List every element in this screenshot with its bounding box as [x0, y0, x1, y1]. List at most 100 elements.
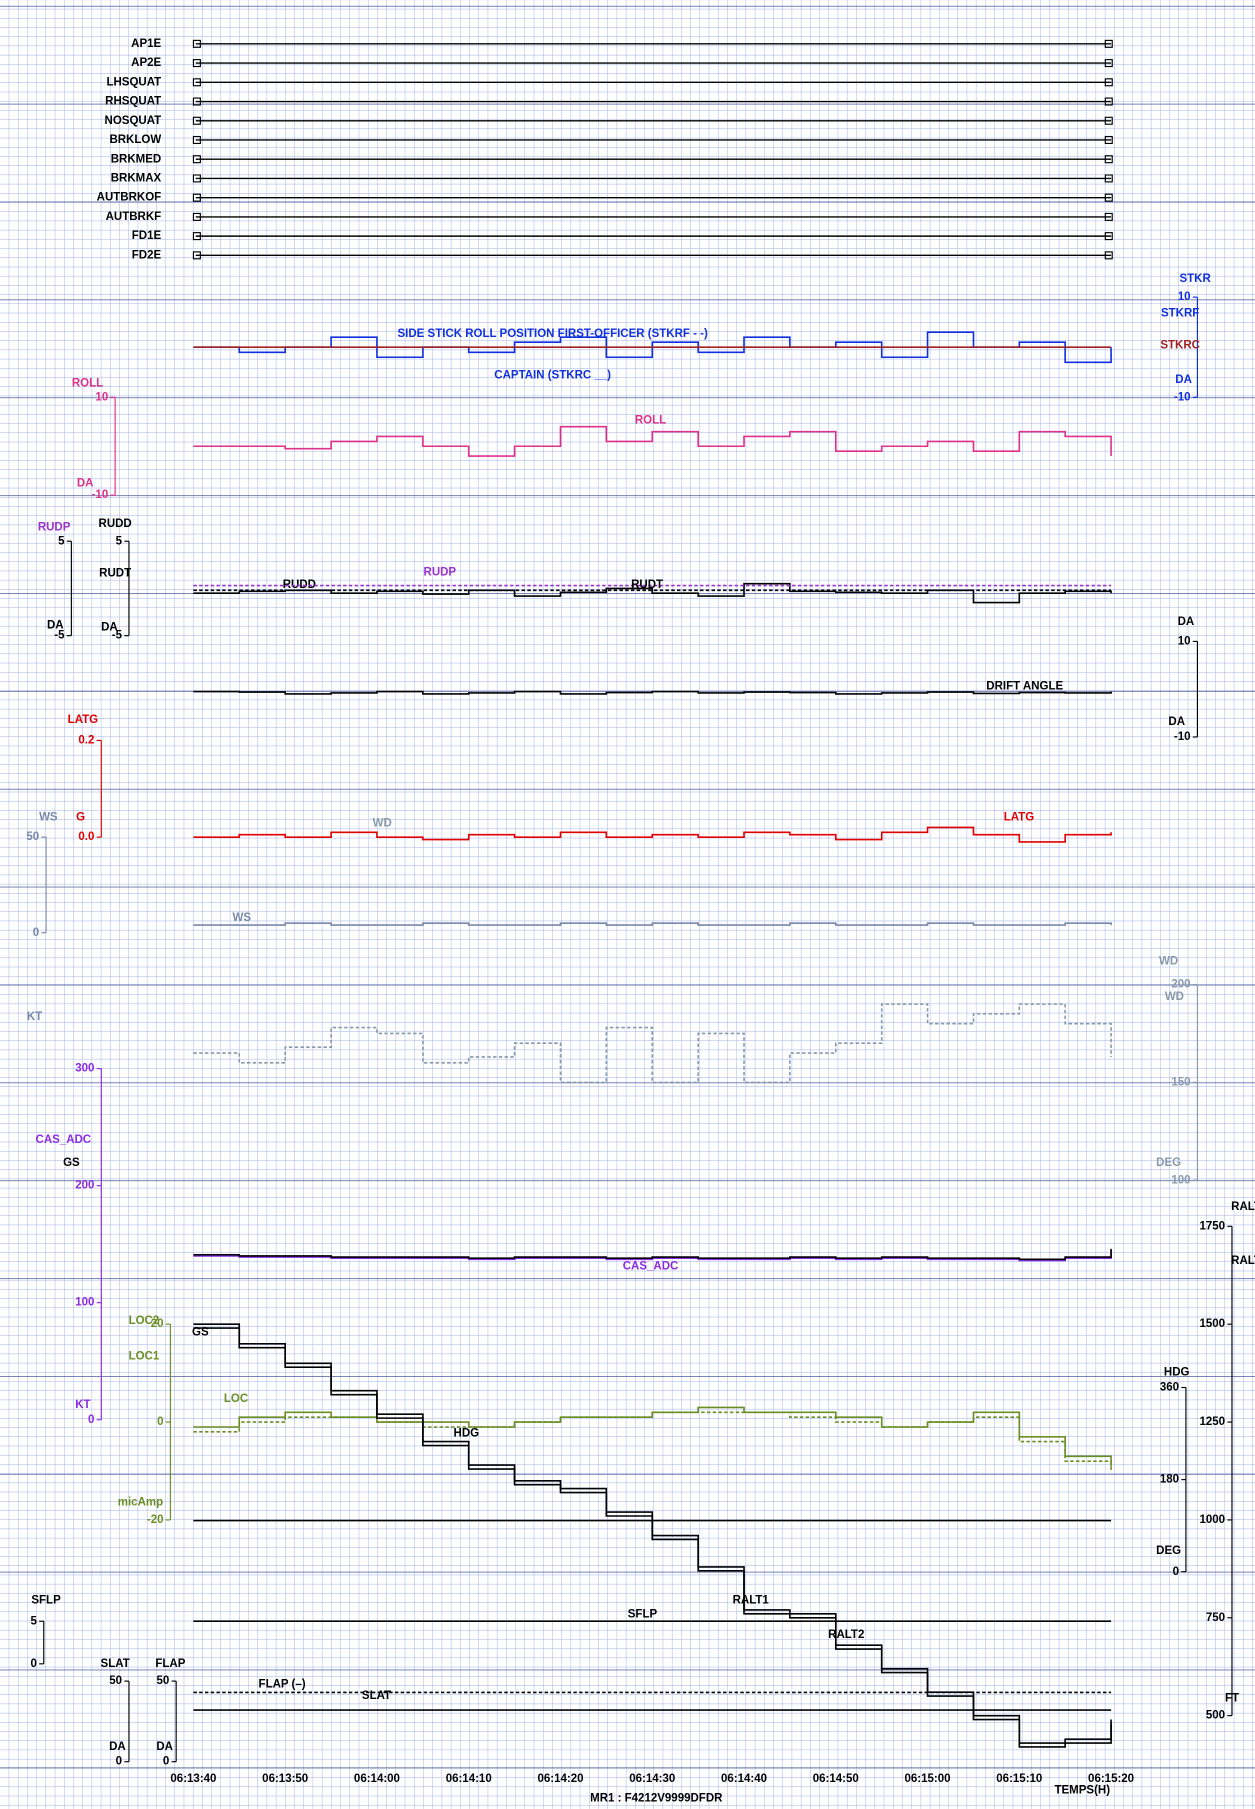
series-label: SFLP — [31, 1595, 61, 1607]
series-label: ROLL — [635, 414, 666, 426]
y-tick-label: -5 — [54, 630, 65, 642]
discrete-marker — [192, 193, 201, 202]
axis-label: DA — [1175, 374, 1192, 386]
axis-label: DA — [156, 1741, 173, 1753]
x-axis-label: TEMPS(H) — [1054, 1785, 1110, 1797]
y-tick-label: 0 — [88, 1414, 94, 1426]
x-tick-label: 06:13:50 — [262, 1773, 308, 1785]
y-tick-label: 0 — [1173, 1566, 1179, 1578]
discrete-label: AP1E — [131, 38, 161, 50]
discrete-marker — [1104, 155, 1113, 164]
series-label: STKRF — [1161, 307, 1199, 319]
series-label: GS — [192, 1326, 209, 1338]
discrete-marker — [192, 39, 201, 48]
y-tick-label: 1250 — [1199, 1416, 1225, 1428]
line-trace — [193, 425, 1112, 457]
annotation: SIDE STICK ROLL POSITION FIRST-OFFICER (… — [398, 328, 708, 340]
axis-label: DA — [109, 1741, 126, 1753]
y-tick-label: 1500 — [1199, 1318, 1225, 1330]
line-trace — [193, 582, 1112, 604]
y-tick-label: 100 — [1171, 1174, 1190, 1186]
axis-label: DEG — [1156, 1545, 1181, 1557]
line-trace — [193, 1327, 1112, 1748]
y-tick-label: 0 — [30, 1658, 36, 1670]
line-trace — [193, 826, 1112, 843]
series-label: DRIFT ANGLE — [986, 680, 1063, 692]
y-tick-label: 100 — [75, 1297, 94, 1309]
x-tick-label: 06:14:30 — [629, 1773, 675, 1785]
y-tick-label: 50 — [109, 1675, 122, 1687]
y-tick-label: 500 — [1206, 1710, 1225, 1722]
series-label: CAS_ADC — [623, 1261, 679, 1273]
y-tick-label: 0 — [33, 927, 39, 939]
line-trace — [193, 331, 1112, 364]
annotation: CAPTAIN (STKRC __) — [494, 369, 611, 381]
discrete-marker — [1104, 116, 1113, 125]
y-tick-label: 0.0 — [78, 831, 94, 843]
axis-label: DA — [1168, 716, 1185, 728]
y-tick-label: 5 — [58, 535, 65, 547]
axis-label: DA — [47, 619, 64, 631]
discrete-marker — [1104, 97, 1113, 106]
y-tick-label: 180 — [1160, 1474, 1179, 1486]
discrete-marker — [1104, 78, 1113, 87]
discrete-label: NOSQUAT — [105, 115, 162, 127]
series-label: LATG — [1004, 812, 1035, 824]
discrete-marker — [192, 251, 201, 260]
discrete-label: BRKLOW — [109, 134, 161, 146]
axis-label: DA — [77, 478, 94, 490]
series-label: ROLL — [72, 378, 103, 390]
series-label: WD — [373, 817, 392, 829]
y-tick-label: 0 — [157, 1416, 163, 1428]
discrete-label: FD1E — [132, 230, 162, 242]
series-label: RALT2 — [828, 1629, 864, 1641]
annotation: FLAP (–) — [259, 1679, 306, 1691]
series-label: STKRC — [1160, 340, 1200, 352]
x-tick-label: 06:13:40 — [170, 1773, 216, 1785]
discrete-label: RHSQUAT — [105, 96, 161, 108]
discrete-label: FD2E — [132, 249, 162, 261]
discrete-marker — [1104, 193, 1113, 202]
series-label: GS — [63, 1157, 80, 1169]
series-label: RUDP — [38, 521, 71, 533]
discrete-marker — [192, 78, 201, 87]
series-label: SLAT — [101, 1658, 130, 1670]
y-tick-label: -5 — [112, 630, 123, 642]
x-tick-label: 06:15:20 — [1088, 1773, 1134, 1785]
discrete-marker — [192, 97, 201, 106]
series-label: LATG — [68, 714, 98, 726]
series-label: RUDD — [99, 518, 132, 530]
y-tick-label: 1000 — [1199, 1514, 1225, 1526]
discrete-marker — [1104, 251, 1113, 260]
series-label: RUDT — [99, 568, 131, 580]
discrete-label: LHSQUAT — [106, 76, 161, 88]
discrete-label: AP2E — [131, 57, 161, 69]
x-tick-label: 06:15:00 — [905, 1773, 951, 1785]
axis-label: micAmp — [118, 1497, 163, 1509]
y-tick-label: -10 — [1174, 731, 1191, 743]
y-tick-label: 0.2 — [78, 734, 94, 746]
y-tick-label: 50 — [26, 831, 39, 843]
series-label: SFLP — [628, 1608, 658, 1620]
series-label: LOC2 — [129, 1315, 160, 1327]
series-label: RUDT — [631, 579, 663, 591]
y-tick-label: 5 — [30, 1615, 37, 1627]
discrete-marker — [192, 59, 201, 68]
series-label: FLAP — [155, 1658, 185, 1670]
series-label: WD — [1159, 956, 1178, 968]
series-label: RALT1 — [1231, 1201, 1255, 1213]
y-tick-label: 300 — [75, 1063, 94, 1075]
footer: MR1 : F4212V9999DFDR — [590, 1793, 723, 1805]
series-label: WD — [1165, 991, 1184, 1003]
discrete-marker — [1104, 232, 1113, 241]
y-tick-label: 200 — [1171, 979, 1190, 991]
discrete-marker — [1104, 212, 1113, 221]
discrete-marker — [1104, 135, 1113, 145]
discrete-marker — [1104, 59, 1113, 68]
series-label: RALT2 — [1231, 1255, 1255, 1267]
discrete-marker — [192, 174, 201, 183]
x-tick-label: 06:14:10 — [446, 1773, 492, 1785]
